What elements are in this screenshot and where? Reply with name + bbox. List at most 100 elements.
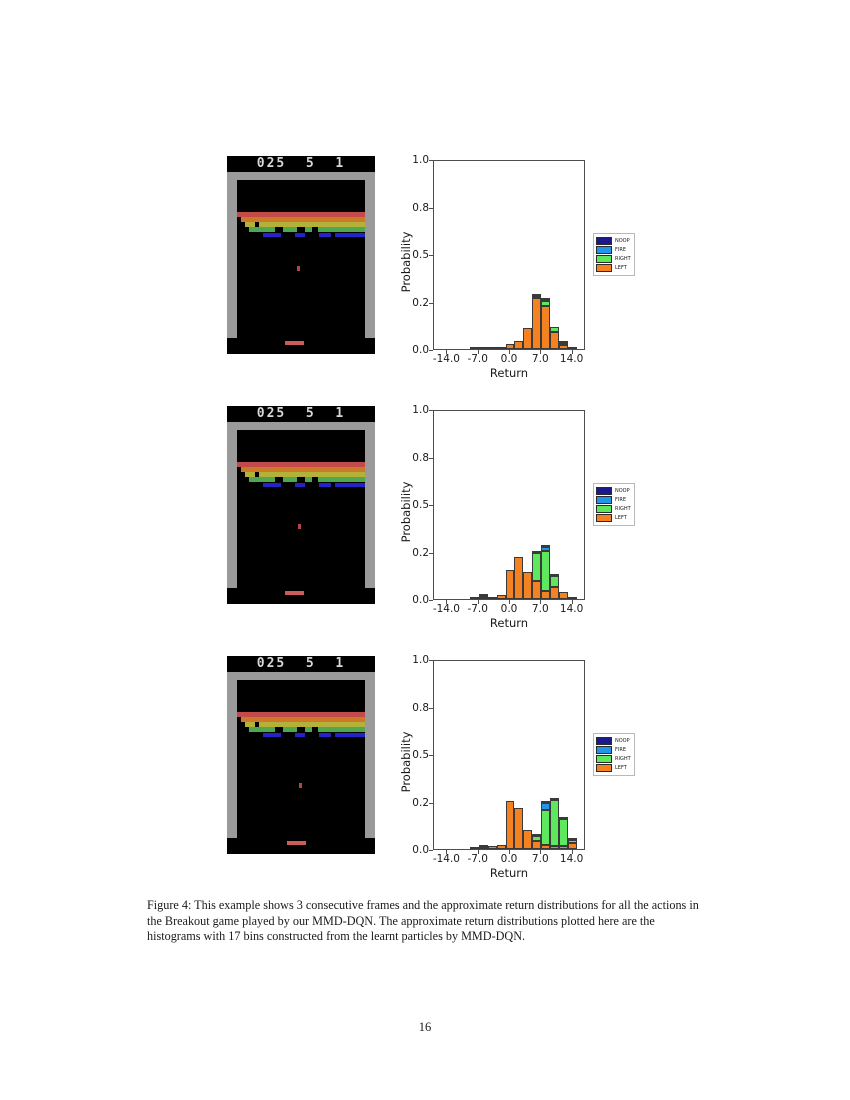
histogram-bars-3 [434, 661, 584, 849]
brick-row [241, 467, 365, 472]
brick-row [249, 227, 365, 233]
histogram-bar [541, 544, 551, 599]
brick-gap [331, 483, 335, 489]
legend-swatch-right [596, 255, 612, 263]
y-axis-tick-mark [429, 600, 433, 601]
y-axis-tick-label: 0.2 [412, 546, 429, 559]
brick-gap [297, 727, 305, 733]
brick-gap [305, 233, 319, 239]
wall-left [227, 672, 237, 838]
bar-segment-left [532, 841, 542, 849]
bar-segment-left [541, 591, 551, 599]
bar-segment-right [541, 809, 551, 845]
brick-gap [281, 483, 295, 489]
bar-segment-left [541, 306, 551, 349]
y-axis-tick-label: 0.0 [412, 844, 429, 856]
histogram-bar [568, 837, 578, 849]
bar-segment-left [559, 845, 569, 849]
y-axis-tick-mark [429, 755, 433, 756]
legend-label: RIGHT [615, 256, 631, 262]
legend-label: NOOP [615, 738, 630, 744]
brick-gap [305, 733, 319, 739]
legend-swatch-noop [596, 737, 612, 745]
brick-row [245, 222, 365, 228]
bar-segment-left [514, 340, 524, 349]
bar-segment-noop [541, 544, 551, 547]
brick-gap [255, 722, 259, 728]
legend-label: NOOP [615, 488, 630, 494]
histogram-bars-2 [434, 411, 584, 599]
play-field-2 [237, 430, 365, 604]
page-number: 16 [418, 1020, 432, 1034]
x-axis-tick-label: 0.0 [500, 603, 518, 615]
histogram-bar [496, 346, 506, 349]
histogram-bar [478, 347, 488, 349]
y-axis-tick-label: 0.0 [412, 594, 429, 606]
bar-segment-right [532, 553, 542, 582]
y-axis-tick-mark [429, 457, 433, 459]
y-axis-tick-mark [429, 505, 433, 506]
bar-segment-right [568, 839, 578, 844]
histogram-bar [559, 592, 569, 599]
x-axis-tick-label: 14.0 [559, 353, 584, 365]
y-axis-tick-mark [429, 552, 433, 554]
figure-caption: Figure 4: This example shows 3 consecuti… [147, 898, 699, 943]
wall-left [227, 172, 237, 338]
legend-label: LEFT [615, 515, 627, 521]
bar-segment-left [514, 808, 524, 849]
histogram-bar [478, 593, 488, 599]
histogram-bar [532, 294, 542, 349]
legend-label: FIRE [615, 497, 626, 503]
bar-segment-left [478, 846, 488, 849]
legend-item-noop: NOOP [596, 237, 631, 245]
plot-area-2 [433, 410, 585, 600]
x-axis-tick-label: 7.0 [531, 853, 549, 865]
x-axis-tick-mark [477, 850, 479, 854]
legend-swatch-noop [596, 487, 612, 495]
legend-item-left: LEFT [596, 264, 631, 272]
wall-left [227, 422, 237, 588]
x-axis-tick-mark [540, 600, 542, 604]
x-axis-label-1: Return [489, 366, 529, 380]
brick-gap [331, 233, 335, 239]
histogram-bar [505, 570, 515, 599]
bar-segment-noop [550, 798, 560, 801]
brick-gap [281, 233, 295, 239]
x-axis-tick-label: -7.0 [467, 853, 488, 865]
histogram-bar [523, 572, 533, 599]
bar-segment-left [478, 347, 488, 349]
brick-row [241, 717, 365, 722]
legend-item-fire: FIRE [596, 496, 631, 504]
legend-item-fire: FIRE [596, 746, 631, 754]
legend-swatch-fire [596, 496, 612, 504]
bar-segment-left [568, 843, 578, 849]
y-axis-tick-label: 0.5 [412, 749, 429, 761]
bar-segment-left [514, 557, 524, 599]
histogram-bar [469, 347, 479, 349]
y-axis-tick-label: 0.8 [412, 451, 429, 464]
bar-segment-left [496, 346, 506, 349]
y-axis-tick-mark [429, 207, 433, 209]
x-axis-tick-mark [477, 350, 479, 354]
brick-gap [312, 477, 318, 483]
legend-item-noop: NOOP [596, 487, 631, 495]
bar-segment-left [469, 847, 479, 849]
legend-swatch-left [596, 514, 612, 522]
x-axis-tick-label: -14.0 [432, 353, 460, 365]
wall-top [227, 672, 375, 680]
legend-label: RIGHT [615, 756, 631, 762]
legend-swatch-fire [596, 246, 612, 254]
y-axis-tick-mark [429, 350, 433, 351]
legend-label: RIGHT [615, 506, 631, 512]
breakout-frame-2: 025 5 1 [227, 406, 375, 604]
wall-right [365, 172, 375, 338]
histogram-bar [550, 326, 560, 349]
bar-segment-fire [541, 803, 551, 810]
brick-row [245, 722, 365, 728]
histogram-bar [496, 594, 506, 599]
bar-segment-right [541, 550, 551, 592]
brick-gap [249, 233, 263, 239]
bar-segment-right [550, 800, 560, 846]
bar-segment-left [523, 327, 533, 349]
brick-gap [305, 483, 319, 489]
